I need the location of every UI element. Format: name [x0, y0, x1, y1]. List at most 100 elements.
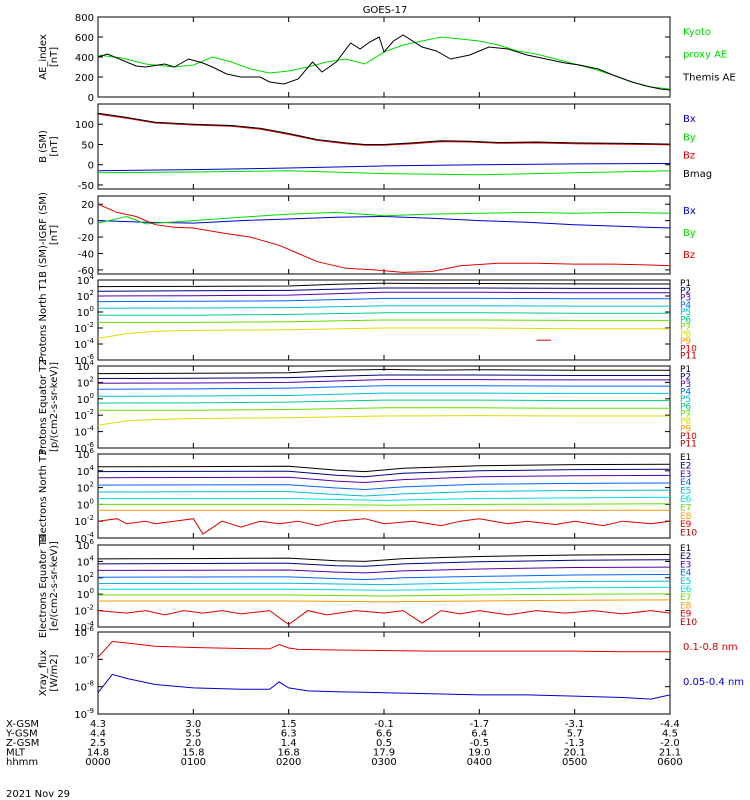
- panel-3: -60 -40 -20 0 20 B (SM)-IGRF (SM)[nT] Bx By Bz: [38, 192, 696, 278]
- legend-item: P5: [680, 308, 691, 318]
- y-tick-label: 104: [77, 273, 95, 287]
- y-axis-label: Protons North T1: [38, 278, 49, 362]
- series-line-by: [98, 211, 670, 225]
- legend-item: E1: [680, 453, 691, 463]
- orbit-value: 14.8: [87, 748, 109, 759]
- legend-item: P9: [680, 337, 691, 347]
- series-line-e3: [98, 566, 670, 574]
- orbit-value: 0000: [85, 757, 110, 768]
- orbit-value: 4.3: [90, 719, 106, 730]
- series-line-e2: [98, 468, 670, 478]
- panel-frame: [97, 544, 671, 628]
- series-line-p4: [98, 385, 670, 390]
- series-line-e1: [98, 554, 670, 562]
- legend-item: P11: [680, 440, 697, 450]
- series-line-by: [98, 170, 670, 176]
- orbit-value: 5.7: [567, 729, 583, 740]
- orbit-value: 21.1: [659, 748, 681, 759]
- legend-item: E7: [680, 503, 691, 513]
- legend-item: E10: [680, 529, 697, 539]
- series-line-e5: [98, 580, 670, 586]
- orbit-value: 0300: [371, 757, 396, 768]
- y-tick-label: -40: [78, 249, 94, 260]
- orbit-value: -2.0: [660, 738, 680, 749]
- series-line-bx: [98, 215, 670, 229]
- series-line-e7: [98, 503, 670, 506]
- legend-item: E2: [680, 552, 691, 562]
- y-tick-label: 100: [77, 587, 94, 601]
- legend-item: Kyoto: [683, 27, 711, 38]
- legend-item: E5: [680, 577, 691, 587]
- legend-item: By: [683, 228, 696, 239]
- panel-frame: [97, 631, 671, 715]
- legend-item: E2: [680, 461, 691, 471]
- y-tick-label: 104: [77, 464, 95, 478]
- orbit-value: -0.1: [374, 719, 394, 730]
- orbit-value: 6.6: [376, 729, 392, 740]
- y-tick-label: 106: [77, 538, 95, 552]
- y-tick-label: -50: [78, 181, 94, 192]
- panel-frame: [97, 103, 671, 190]
- orbit-value: -0.5: [470, 738, 490, 749]
- orbit-value: 0400: [467, 757, 492, 768]
- orbit-value: 0100: [181, 757, 206, 768]
- series-line-e2: [98, 559, 670, 567]
- legend-item: E1: [680, 544, 691, 554]
- orbit-value: -1.3: [565, 738, 585, 749]
- legend-item: E6: [680, 585, 692, 595]
- series-line-p6: [98, 312, 670, 316]
- y-axis-label: B (SM)-IGRF (SM)[nT]: [38, 192, 60, 278]
- orbit-value: 19.0: [468, 748, 490, 759]
- legend-item: P10: [680, 432, 697, 442]
- series-line-bz: [98, 113, 670, 146]
- y-tick-label: 10-2: [74, 514, 94, 528]
- legend-item: E5: [680, 487, 691, 497]
- y-tick-label: 10-6: [74, 625, 94, 639]
- y-tick-label: 102: [77, 571, 94, 585]
- legend-item: E6: [680, 495, 692, 505]
- legend-item: P4: [680, 301, 691, 311]
- legend-item: P1: [680, 365, 691, 375]
- series-line-p7: [98, 319, 670, 323]
- series-line-e8: [98, 599, 670, 603]
- series-line-p1: [98, 368, 670, 375]
- y-tick-label: 100: [75, 120, 94, 131]
- series-line-p7: [98, 407, 670, 411]
- series-line-e5: [98, 489, 670, 497]
- legend-item: P11: [680, 352, 697, 362]
- orbit-row-label: Y-GSM: [5, 729, 38, 740]
- series-line-p4: [98, 297, 670, 303]
- orbit-value: 6.3: [281, 729, 297, 740]
- y-axis-label: Xray_flux[W/m2]: [38, 650, 60, 697]
- orbit-value: 4.5: [662, 729, 678, 740]
- y-axis-label: Electrons Equator T4[e/(cm2-s-sr-keV)]: [38, 534, 60, 638]
- y-tick-label: 10-8: [74, 680, 94, 694]
- legend-item: P6: [680, 315, 691, 325]
- series-line-p5: [98, 305, 670, 309]
- orbit-row-label: X-GSM: [6, 719, 39, 730]
- series-line-bx: [98, 163, 670, 172]
- series-line-e1: [98, 463, 670, 473]
- legend-item: P1: [680, 279, 691, 289]
- y-tick-label: 106: [77, 447, 95, 461]
- orbit-value: 4.4: [90, 729, 106, 740]
- date-label: 2021 Nov 29: [6, 789, 70, 800]
- orbit-value: 0.5: [376, 738, 392, 749]
- y-tick-label: 10-4: [74, 337, 94, 351]
- y-tick-label: 100: [77, 305, 94, 319]
- y-tick-label: -20: [78, 233, 94, 244]
- legend-item: E8: [680, 512, 692, 522]
- legend-item: 0.05-0.4 nm: [683, 677, 744, 688]
- y-tick-label: 0: [88, 93, 94, 104]
- legend-item: P7: [680, 410, 691, 420]
- y-tick-label: 104: [77, 554, 95, 568]
- orbit-value: 17.9: [373, 748, 395, 759]
- series-line-p2: [98, 374, 670, 379]
- panel-frame: [97, 16, 671, 98]
- orbit-value: 0500: [562, 757, 587, 768]
